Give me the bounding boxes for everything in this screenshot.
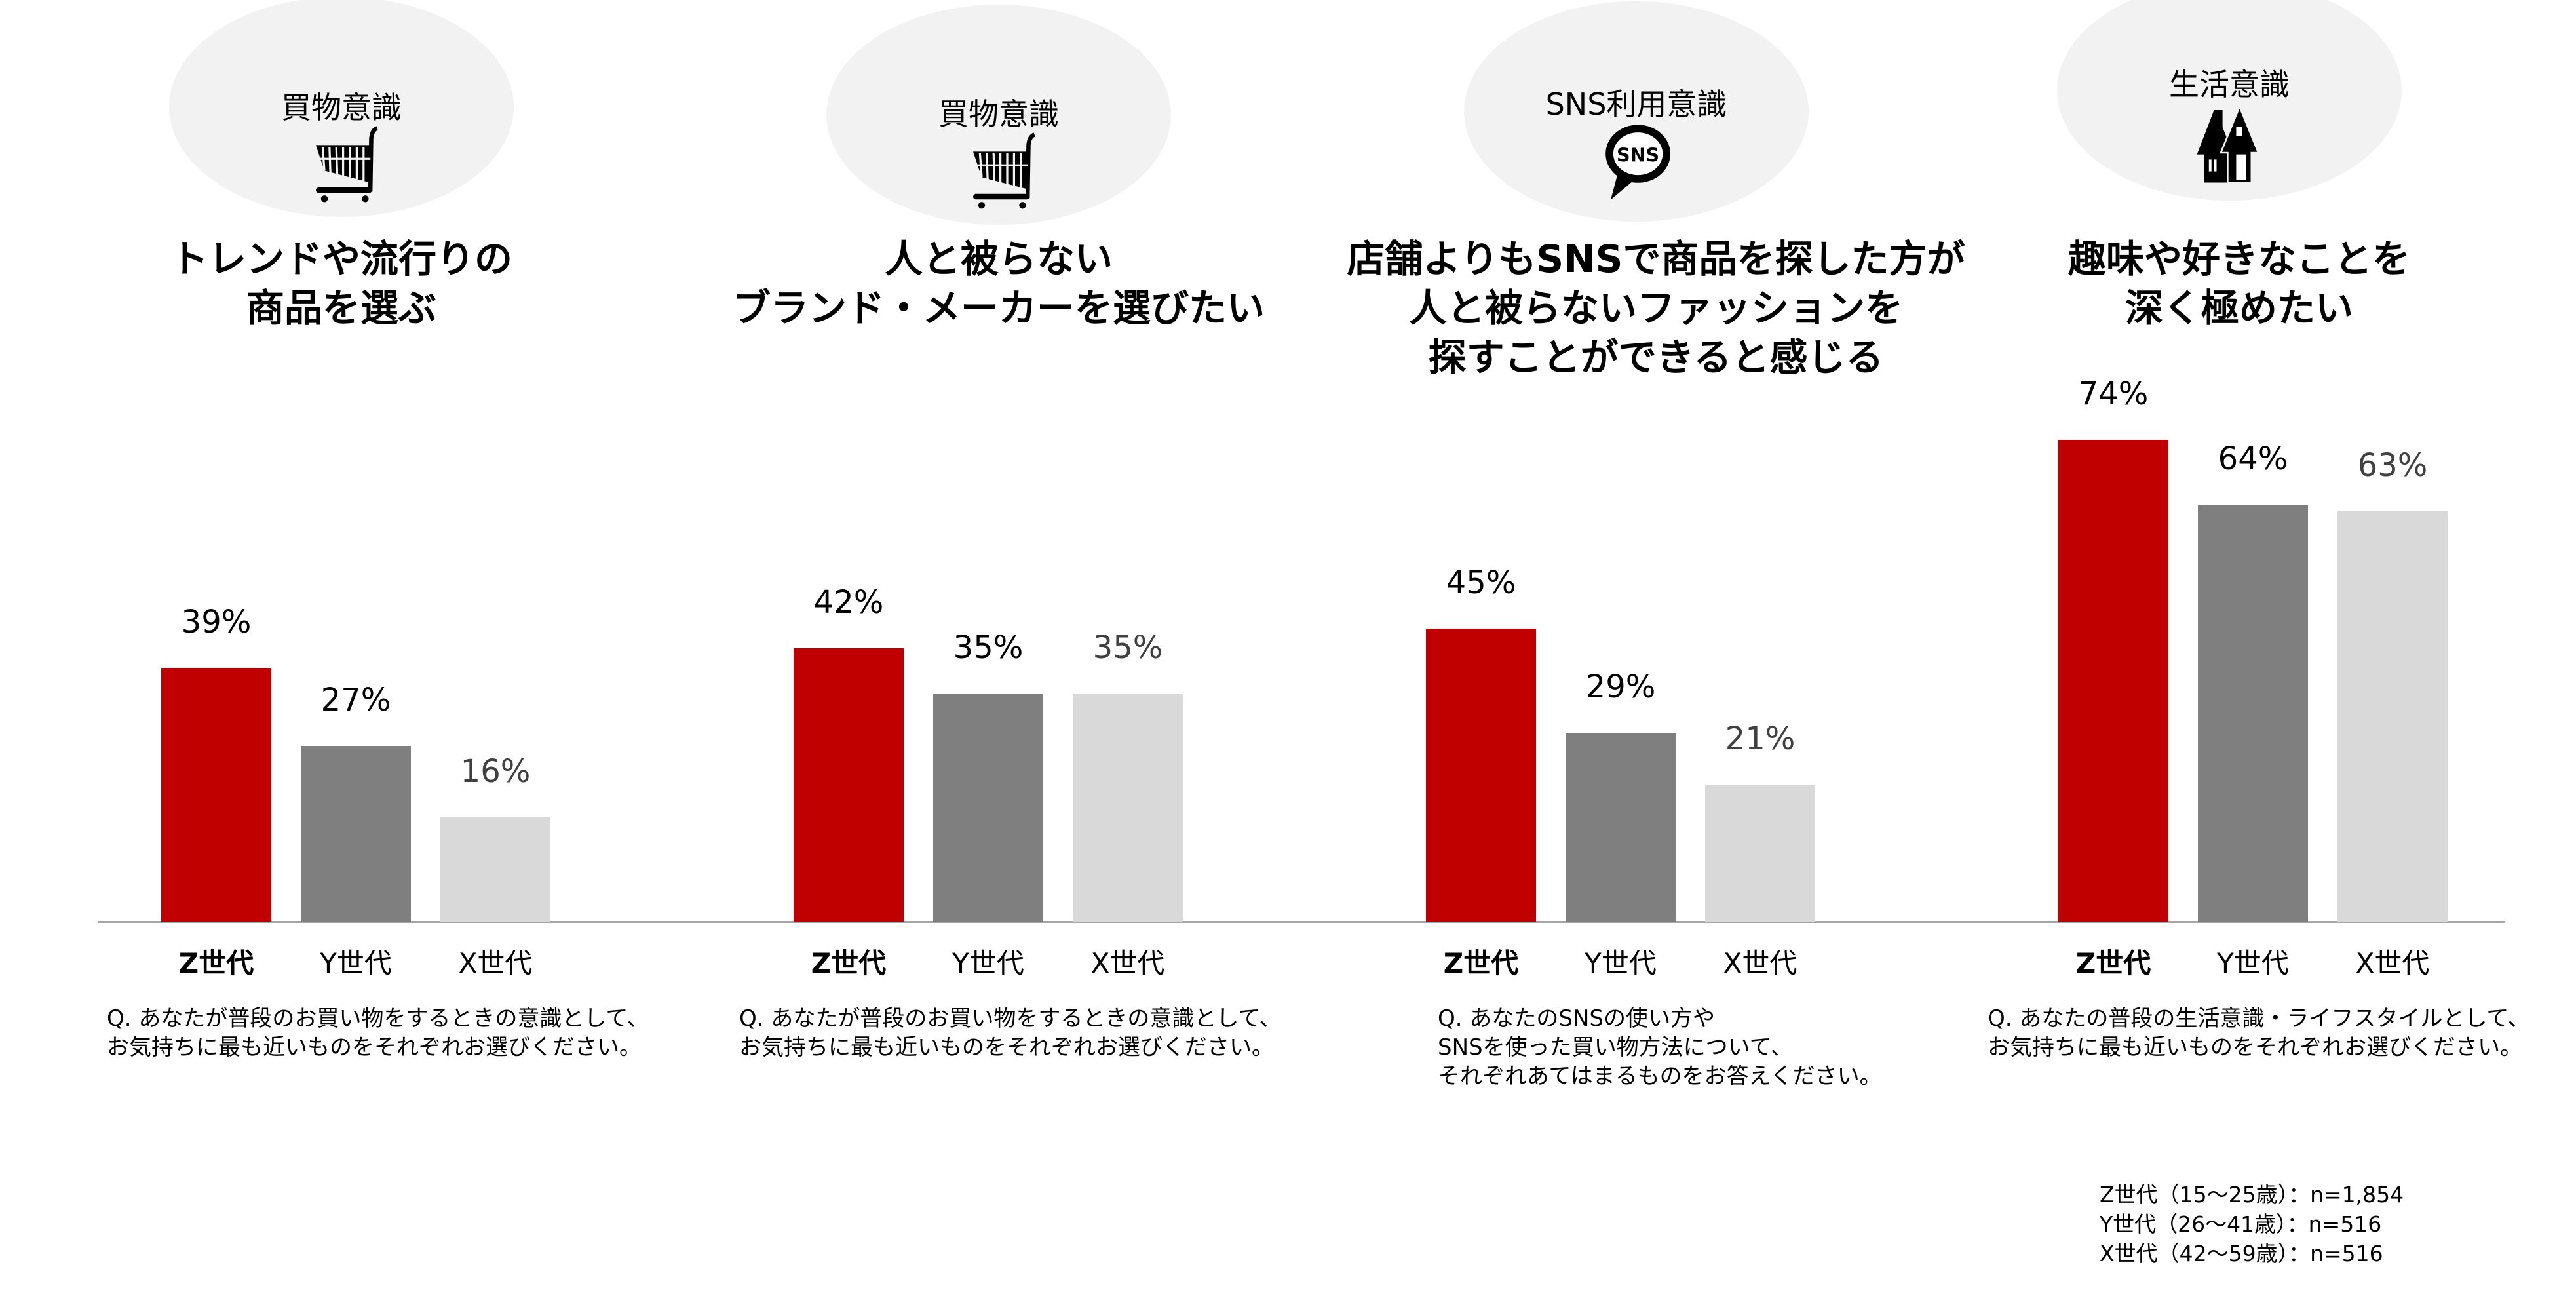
question-line: お気持ちに最も近いものをそれぞれお選びください。 [107, 1034, 642, 1061]
category-ellipse: 生活意識 [2057, 0, 2402, 201]
data-label: 63% [2357, 447, 2428, 484]
panel-title: 店舗よりもSNSで商品を探した方が 人と被らないファッションを 探すことができると感… [1328, 235, 1984, 382]
category-label: Y世代 [952, 947, 1024, 979]
shopping-cart-icon [299, 121, 384, 206]
category-tag: SNS利用意識 [1545, 87, 1727, 122]
sns-speech-bubble-icon: SNS [1594, 118, 1679, 203]
title-line: ブランド・メーカーを選びたい [732, 286, 1265, 330]
houses-icon [2187, 102, 2272, 187]
question-line: Q. あなたが普段のお買い物をするときの意識として、 [107, 1006, 649, 1032]
question-text: Q. あなたのSNSの使い方や SNSを使った買い物方法について、 それぞれあてはま… [1438, 1004, 1882, 1091]
svg-text:SNS: SNS [1617, 144, 1659, 166]
data-label: 74% [2078, 376, 2149, 413]
bar-x [1073, 694, 1183, 922]
question-line: Q. あなたの普段の生活意識・ライフスタイルとして、 [1988, 1006, 2530, 1032]
footnote-line: Z世代（15〜25歳）：n=1,854 [2100, 1182, 2404, 1207]
footnote-line: Y世代（26〜41歳）：n=516 [2100, 1211, 2382, 1237]
bar-x [2337, 511, 2448, 922]
shopping-cart-icon [956, 128, 1041, 213]
category-ellipse: 買物意識 [826, 5, 1171, 225]
bar-z [1426, 629, 1536, 922]
category-ellipse: 買物意識 [169, 0, 514, 217]
category-label: X世代 [1090, 947, 1165, 979]
data-label: 16% [460, 753, 531, 791]
data-label: 39% [181, 603, 252, 640]
panel-title: トレンドや流行りの 商品を選ぶ [14, 235, 669, 333]
bar-y [301, 745, 411, 922]
category-tag: 生活意識 [2169, 67, 2290, 102]
data-label: 21% [1725, 720, 1796, 758]
title-line: トレンドや流行りの [170, 237, 512, 281]
category-ellipse: SNS利用意識 SNS [1464, 1, 1809, 222]
title-line: 探すことができると感じる [1428, 335, 1884, 380]
bar-y [1566, 733, 1676, 922]
data-label: 27% [320, 681, 391, 718]
question-line: Q. あなたのSNSの使い方や [1438, 1006, 1715, 1032]
bar-z [2058, 440, 2168, 922]
category-label: Y世代 [2217, 947, 2289, 979]
question-line: お気持ちに最も近いものをそれぞれお選びください。 [739, 1034, 1274, 1061]
data-label: 45% [1446, 564, 1516, 602]
category-label: Z世代 [2075, 947, 2151, 979]
sample-size-footnote: Z世代（15〜25歳）：n=1,854 Y世代（26〜41歳）：n=516 X世… [2100, 1180, 2404, 1268]
x-axis-line [98, 921, 2505, 923]
question-text: Q. あなたの普段の生活意識・ライフスタイルとして、 お気持ちに最も近いものをそれ… [1988, 1004, 2530, 1062]
title-line: 人と被らない [884, 237, 1113, 281]
panel-title: 人と被らないブランド・メーカーを選びたい [671, 235, 1326, 333]
title-line: 店舗よりもSNSで商品を探した方が [1347, 237, 1965, 281]
panel-title: 趣味や好きなことを 深く極めたい [1912, 235, 2567, 333]
question-line: Q. あなたが普段のお買い物をするときの意識として、 [739, 1006, 1282, 1032]
category-label: X世代 [2355, 947, 2430, 979]
data-label: 35% [1092, 629, 1163, 667]
title-line: 深く極めたい [2124, 286, 2353, 330]
question-text: Q. あなたが普段のお買い物をするときの意識として、 お気持ちに最も近いものをそれ… [739, 1004, 1282, 1062]
bar-x [440, 817, 550, 922]
question-text: Q. あなたが普段のお買い物をするときの意識として、 お気持ちに最も近いものをそれ… [107, 1004, 649, 1062]
category-label: Y世代 [1585, 947, 1657, 979]
data-label: 35% [953, 629, 1024, 667]
data-label: 42% [813, 583, 884, 621]
category-label: X世代 [1723, 947, 1797, 979]
data-label: 29% [1585, 669, 1656, 706]
footnote-line: X世代（42〜59歳）：n=516 [2100, 1241, 2383, 1266]
title-line: 人と被らないファッションを [1408, 286, 1903, 330]
category-tag: 買物意識 [938, 96, 1059, 132]
bar-z [794, 648, 904, 922]
category-label: Z世代 [1443, 947, 1519, 979]
bar-y [2198, 505, 2308, 922]
title-line: 商品を選ぶ [246, 286, 436, 330]
category-label: Y世代 [320, 947, 392, 979]
category-tag: 買物意識 [281, 90, 402, 125]
question-line: お気持ちに最も近いものをそれぞれお選びください。 [1988, 1034, 2522, 1061]
bar-z [161, 667, 271, 922]
question-line: それぞれあてはまるものをお答えください。 [1438, 1063, 1882, 1089]
category-label: Z世代 [811, 947, 887, 979]
category-label: Z世代 [178, 947, 254, 979]
question-line: SNSを使った買い物方法について、 [1438, 1034, 1793, 1061]
category-label: X世代 [458, 947, 533, 979]
data-label: 64% [2218, 440, 2288, 478]
bar-x [1705, 785, 1815, 922]
bar-y [933, 694, 1043, 922]
title-line: 趣味や好きなことを [2067, 237, 2410, 281]
